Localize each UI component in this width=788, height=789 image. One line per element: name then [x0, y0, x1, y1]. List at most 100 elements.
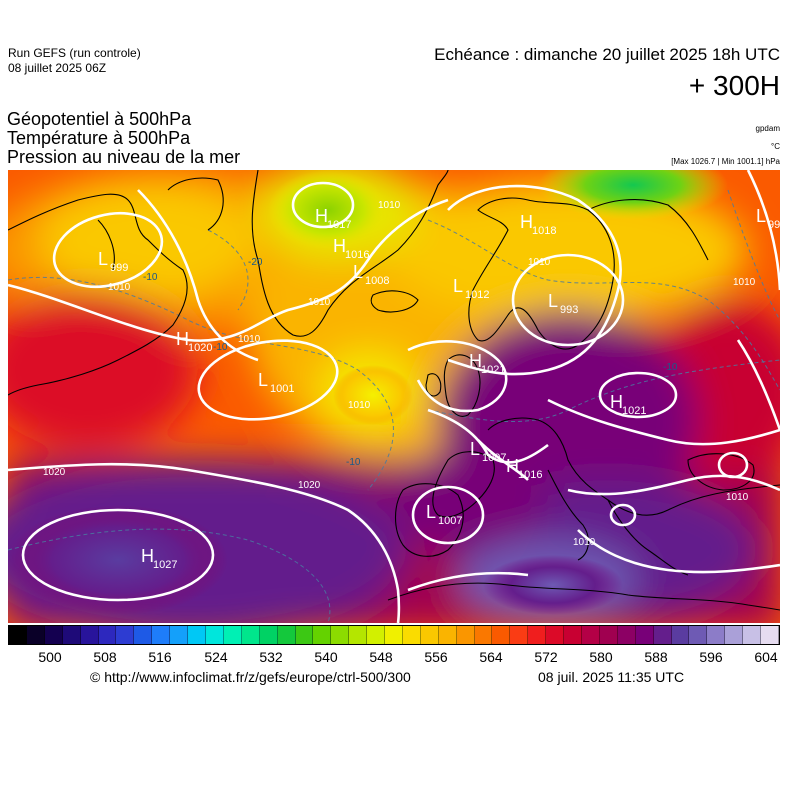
colorbar-swatch [152, 626, 171, 644]
low-pressure-center: L [98, 249, 108, 269]
colorbar-swatch [62, 626, 81, 644]
svg-text:1010: 1010 [573, 537, 596, 548]
run-date: 08 juillet 2025 06Z [8, 61, 107, 75]
param-pressure: Pression au niveau de la mer [7, 147, 241, 167]
svg-text:1010: 1010 [528, 257, 551, 268]
colorbar-tick-label: 588 [644, 649, 668, 665]
colorbar-swatch [671, 626, 690, 644]
lead-time: + 300H [688, 70, 780, 101]
colorbar-swatch [743, 626, 762, 644]
svg-text:1010: 1010 [238, 334, 261, 345]
colorbar-swatch [349, 626, 368, 644]
pressure-center-value: 99 [768, 219, 780, 231]
pressure-center-value: 1001 [270, 383, 294, 395]
low-pressure-center: L [426, 502, 436, 522]
high-pressure-center: H [333, 236, 346, 256]
colorbar-swatch [689, 626, 708, 644]
colorbar-swatch [546, 626, 565, 644]
unit-temperature: °C [771, 142, 780, 151]
svg-text:-10: -10 [213, 342, 228, 353]
pressure-center-value: 1018 [532, 225, 556, 237]
colorbar-swatch [725, 626, 744, 644]
high-pressure-center: H [520, 212, 533, 232]
weather-map[interactable]: 1010 1010 1010 1010 1010 1010 1020 1020 … [8, 170, 780, 623]
temperature-labels: -20 -10 -10 -10 -10 [143, 257, 678, 468]
colorbar-swatch [98, 626, 117, 644]
pressure-center-value: 1027 [153, 559, 177, 571]
colorbar-tick-label: 596 [699, 649, 723, 665]
valid-time: Echéance : dimanche 20 juillet 2025 18h … [434, 45, 780, 64]
pressure-center-value: 1017 [327, 219, 351, 231]
colorbar-swatch [331, 626, 350, 644]
generation-timestamp: 08 juil. 2025 11:35 UTC [538, 669, 685, 685]
pressure-center-value: 1016 [518, 469, 542, 481]
colorbar-swatch [653, 626, 672, 644]
colorbar-swatch [420, 626, 439, 644]
unit-geopotential: gpdam [755, 124, 780, 133]
colorbar-swatch [188, 626, 206, 644]
svg-text:-10: -10 [346, 457, 361, 468]
pressure-center-value: 1012 [465, 289, 489, 301]
source-credit[interactable]: © http://www.infoclimat.fr/z/gefs/europe… [90, 669, 411, 685]
colorbar-swatch [9, 626, 27, 644]
colorbar-swatch [44, 626, 63, 644]
pressure-center-value: 993 [560, 304, 578, 316]
pressure-center-value: 1007 [482, 452, 506, 464]
colorbar-tick-label: 580 [589, 649, 613, 665]
colorbar-swatch [295, 626, 314, 644]
colorbar-swatch [170, 626, 189, 644]
svg-text:1010: 1010 [348, 400, 371, 411]
coastlines [8, 170, 780, 611]
colorbar-swatch [707, 626, 726, 644]
colorbar-ticks: 500 508 516 524 532 540 548 556 564 572 580 588 596 6… [8, 649, 780, 667]
colorbar [8, 625, 780, 645]
colorbar-swatch [438, 626, 457, 644]
svg-text:-10: -10 [663, 362, 678, 373]
colorbar-swatch [313, 626, 332, 644]
pressure-center-value: 1007 [438, 515, 462, 527]
colorbar-tick-label: 564 [479, 649, 503, 665]
map-svg: 1010 1010 1010 1010 1010 1010 1020 1020 … [8, 170, 780, 623]
pressure-center-value: 1020 [188, 342, 212, 354]
low-pressure-center: L [548, 291, 558, 311]
low-pressure-center: L [353, 262, 363, 282]
colorbar-swatch [564, 626, 582, 644]
colorbar-swatch [635, 626, 654, 644]
pressure-center-value: 1021 [622, 405, 646, 417]
colorbar-swatch [80, 626, 99, 644]
high-pressure-center: H [141, 546, 154, 566]
colorbar-swatch [510, 626, 529, 644]
low-pressure-center: L [453, 276, 463, 296]
low-pressure-center: L [756, 206, 766, 226]
svg-text:-10: -10 [143, 272, 158, 283]
svg-text:1010: 1010 [733, 277, 756, 288]
svg-text:1010: 1010 [378, 200, 401, 211]
high-pressure-center: H [176, 329, 189, 349]
high-pressure-center: H [506, 456, 519, 476]
colorbar-tick-label: 516 [148, 649, 172, 665]
svg-text:1010: 1010 [108, 282, 131, 293]
colorbar-swatch [582, 626, 600, 644]
pressure-center-value: 1021 [481, 364, 505, 376]
colorbar-tick-label: 532 [259, 649, 283, 665]
pressure-center-value: 999 [110, 262, 128, 274]
colorbar-swatch [259, 626, 278, 644]
high-pressure-center: H [315, 206, 328, 226]
colorbar-swatch [205, 626, 224, 644]
colorbar-swatch [134, 626, 153, 644]
param-geopotential: Géopotentiel à 500hPa [7, 109, 192, 129]
svg-text:1020: 1020 [43, 467, 66, 478]
colorbar-tick-label: 604 [754, 649, 778, 665]
colorbar-swatch [599, 626, 618, 644]
pressure-range: [Max 1026.7 | Min 1001.1] hPa [671, 157, 780, 166]
colorbar-swatch [116, 626, 135, 644]
colorbar-swatch [402, 626, 421, 644]
low-pressure-center: L [258, 370, 268, 390]
colorbar-swatch [241, 626, 260, 644]
colorbar-tick-label: 572 [534, 649, 558, 665]
low-pressure-center: L [470, 439, 480, 459]
param-temperature: Température à 500hPa [7, 128, 191, 148]
high-pressure-center: H [469, 351, 482, 371]
isobars [8, 170, 780, 623]
colorbar-swatch [26, 626, 45, 644]
